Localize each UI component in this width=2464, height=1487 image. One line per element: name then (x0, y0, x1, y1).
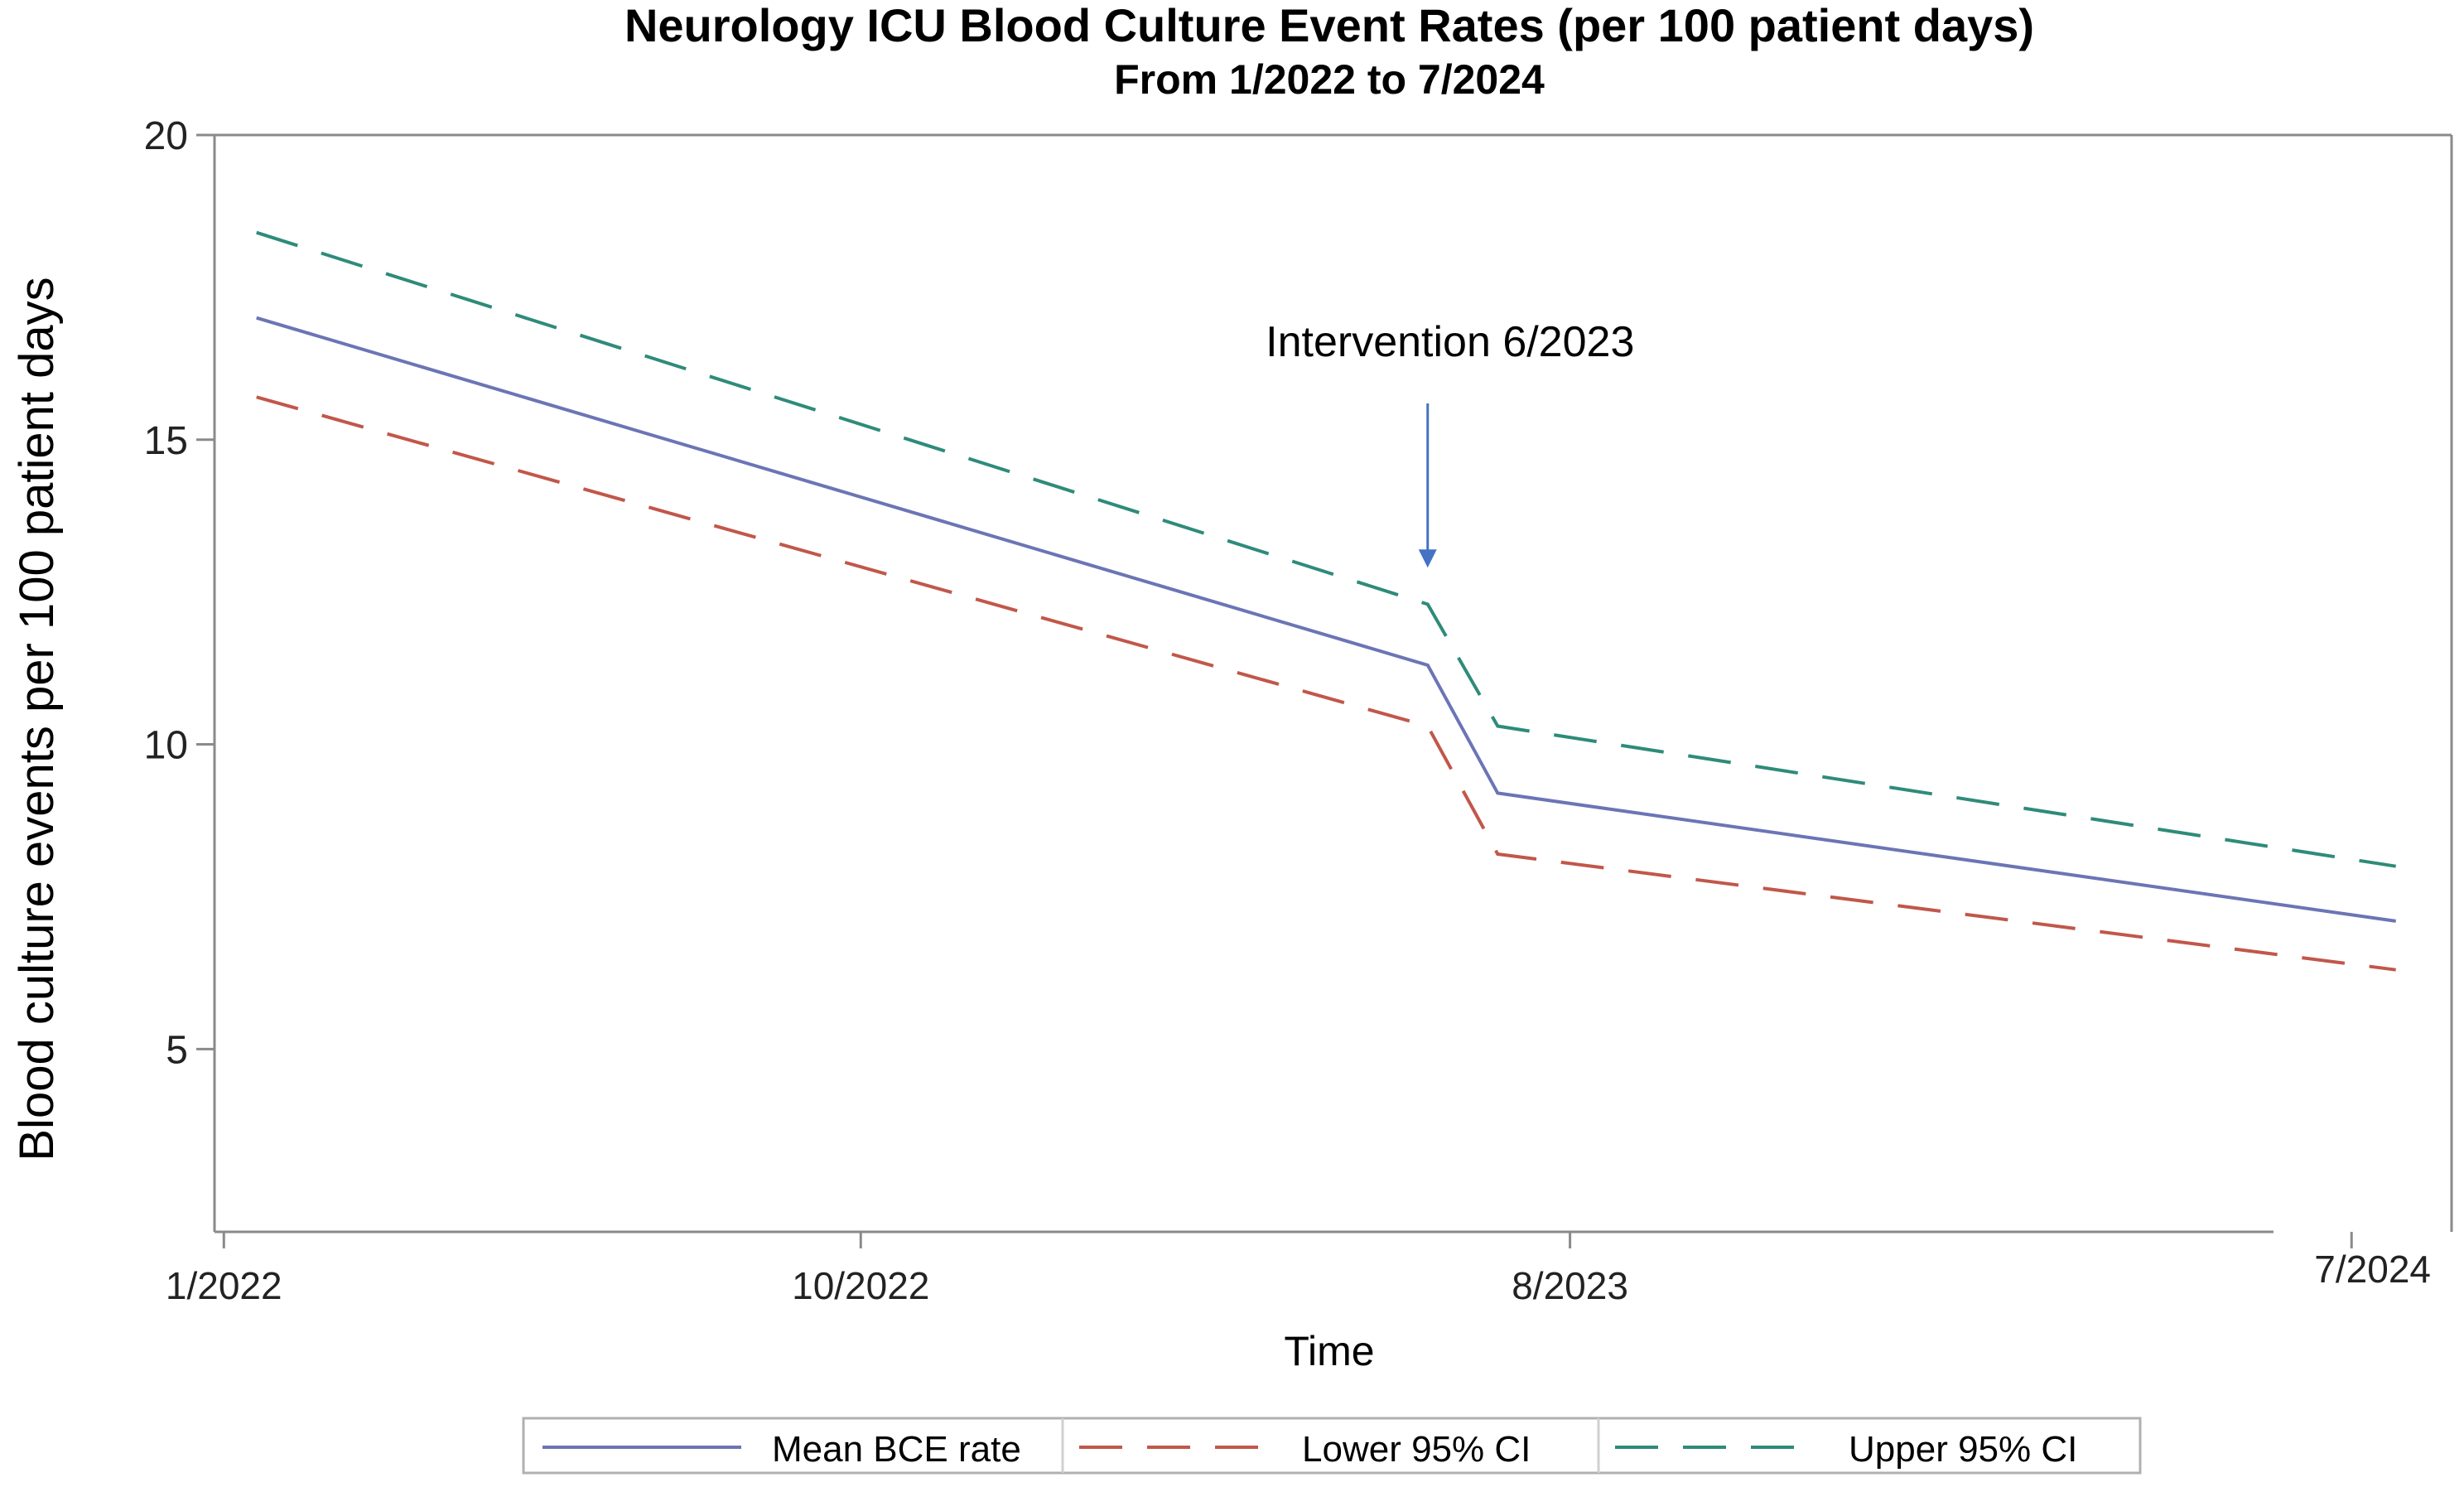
plot-frame (213, 133, 2453, 1234)
intervention-arrowhead (1418, 549, 1437, 568)
x-tick-label: 10/2022 (792, 1264, 929, 1307)
y-tick-label: 20 (144, 114, 188, 158)
series-layer (256, 230, 2397, 972)
legend-label-1: Lower 95% CI (1302, 1429, 1531, 1470)
x-ticks: 1/2022 10/2022 8/2023 7/2024 (166, 1232, 2431, 1307)
x-tick-label: 1/2022 (166, 1264, 282, 1307)
legend-label-0: Mean BCE rate (772, 1429, 1021, 1470)
y-tick-label: 10 (144, 724, 188, 768)
series-line-1 (256, 395, 2396, 972)
y-axis-label: Blood culture events per 100 patient day… (10, 277, 64, 1161)
y-tick-label: 15 (144, 419, 188, 463)
x-axis-label: Time (1284, 1328, 1374, 1374)
series-line-2 (256, 230, 2397, 868)
intervention-annotation: Intervention 6/2023 (1266, 318, 1634, 366)
legend-items: Mean BCE rate Lower 95% CI Upper 95% CI (542, 1418, 2077, 1473)
x-tick-label: 7/2024 (2314, 1248, 2431, 1291)
legend-box (522, 1417, 2142, 1475)
series-line-0 (256, 316, 2396, 923)
y-ticks: 5 10 15 20 (144, 114, 215, 1072)
x-tick-label: 8/2023 (1512, 1264, 1628, 1307)
chart-subtitle: From 1/2022 to 7/2024 (1114, 56, 1545, 103)
legend: Mean BCE rate Lower 95% CI Upper 95% CI (522, 1417, 2142, 1475)
y-tick-label: 5 (166, 1028, 188, 1072)
legend-label-2: Upper 95% CI (1849, 1429, 2077, 1470)
chart-title: Neurology ICU Blood Culture Event Rates … (624, 0, 2034, 51)
